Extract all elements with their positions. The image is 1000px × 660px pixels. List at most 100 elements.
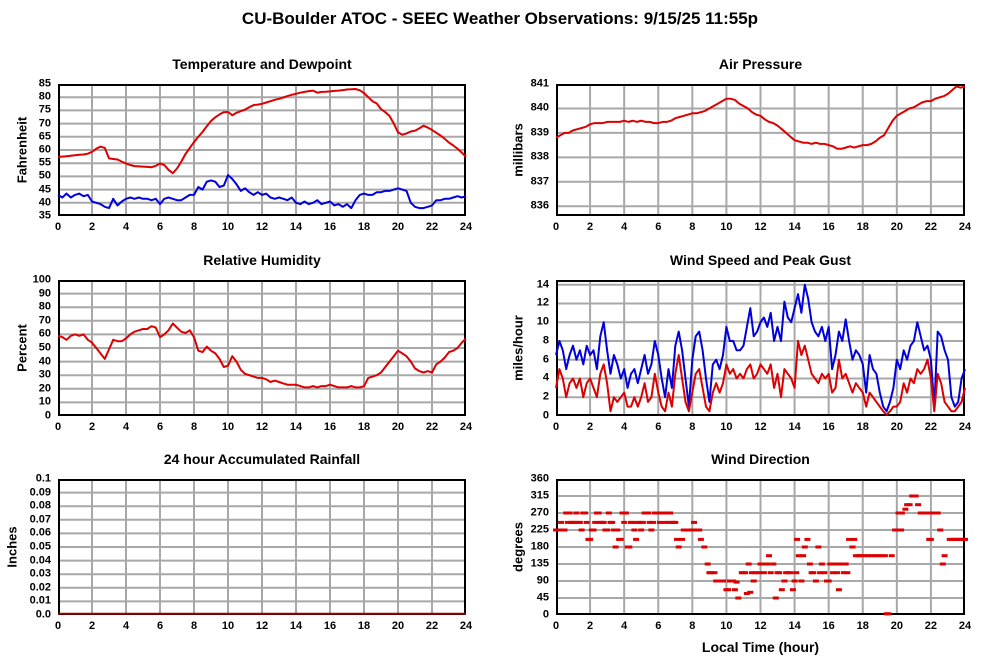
peak-gust-series	[555, 283, 966, 413]
y-tick-label: 0.0	[35, 608, 51, 621]
y-axis-label: degrees	[510, 522, 526, 572]
x-tick-label: 10	[221, 620, 235, 632]
plot-area	[57, 84, 467, 216]
x-tick-label: 0	[552, 221, 560, 233]
x-tick-label: 8	[190, 221, 198, 233]
y-tick-label: 0	[542, 409, 549, 422]
x-tick-label: 20	[890, 221, 903, 233]
chart-title: Wind Direction	[711, 451, 810, 467]
x-tick-label: 20	[391, 620, 405, 632]
y-axis-label: Fahrenheit	[14, 116, 30, 184]
x-tick-label: 24	[958, 421, 972, 433]
y-tick-label: 2	[542, 390, 549, 403]
y-axis-label: Percent	[14, 324, 30, 372]
plot-area	[555, 280, 966, 416]
x-tick-label: 10	[720, 221, 733, 233]
y-tick-label: 35	[38, 209, 51, 222]
y-tick-label: 40	[38, 355, 51, 368]
y-tick-label: 75	[38, 103, 51, 116]
y-tick-label: 180	[530, 540, 549, 553]
x-tick-label: 22	[924, 421, 938, 433]
x-tick-label: 16	[323, 221, 337, 233]
plot-frame	[556, 479, 965, 615]
air-pressure-series	[555, 85, 966, 150]
y-axis-label: miles/hour	[510, 315, 526, 381]
plot-frame	[556, 84, 965, 216]
x-tick-label: 18	[357, 421, 371, 433]
y-tick-label: 841	[530, 77, 549, 90]
x-tick-label: 22	[425, 221, 439, 233]
y-tick-label: 8	[542, 334, 549, 347]
x-tick-label: 14	[788, 221, 801, 233]
chart-title: Air Pressure	[718, 56, 803, 72]
x-tick-label: 12	[255, 620, 269, 632]
x-tick-label: 18	[856, 221, 869, 233]
x-tick-label: 0	[54, 421, 62, 433]
x-tick-label: 10	[720, 620, 733, 632]
x-tick-label: 8	[689, 421, 696, 433]
y-tick-label: 70	[38, 117, 51, 130]
x-tick-label: 4	[621, 221, 628, 233]
y-tick-label: 60	[38, 143, 51, 156]
x-tick-label: 4	[621, 421, 628, 433]
wind-direction-series	[553, 494, 968, 616]
y-tick-label: 65	[38, 130, 51, 143]
y-tick-label: 0.05	[29, 540, 51, 553]
x-tick-label: 8	[689, 620, 696, 632]
chart-air-pressure: Air Pressure millibars 0 2 4 6 8 10 12 14 16 18 20…	[511, 56, 972, 233]
y-tick-label: 80	[38, 90, 51, 103]
x-tick-label: 8	[689, 221, 696, 233]
y-tick-label: 90	[536, 574, 549, 587]
x-tick-label: 16	[822, 221, 835, 233]
y-tick-label: 0.07	[29, 513, 51, 526]
x-tick-label: 22	[924, 620, 938, 632]
y-tick-label: 840	[530, 101, 549, 114]
x-tick-label: 8	[190, 620, 198, 632]
x-tick-label: 0	[552, 421, 560, 433]
x-tick-label: 22	[425, 620, 439, 632]
y-tick-label: 70	[38, 314, 51, 327]
x-tick-label: 12	[255, 221, 269, 233]
y-tick-label: 315	[530, 489, 549, 502]
x-tick-label: 4	[122, 620, 130, 632]
x-tick-label: 4	[122, 421, 130, 433]
x-tick-label: 16	[323, 620, 337, 632]
y-tick-label: 55	[38, 156, 51, 169]
y-axis-label: Inches	[4, 526, 20, 568]
x-tick-label: 14	[289, 421, 303, 433]
x-tick-label: 14	[788, 421, 801, 433]
plot-frame	[58, 84, 466, 216]
x-tick-label: 14	[289, 221, 303, 233]
y-tick-label: 0.1	[35, 472, 51, 485]
x-tick-label: 6	[156, 620, 164, 632]
y-tick-label: 40	[38, 196, 51, 209]
x-tick-label: 10	[221, 421, 235, 433]
x-tick-label: 22	[425, 421, 439, 433]
chart-title: Relative Humidity	[203, 252, 321, 268]
y-tick-label: 838	[530, 150, 549, 163]
relative-humidity-series	[57, 322, 467, 389]
x-tick-label: 6	[655, 421, 662, 433]
y-tick-label: 0.06	[29, 526, 51, 539]
y-tick-label: 0.01	[29, 594, 51, 607]
y-tick-label: 90	[38, 287, 51, 300]
x-tick-label: 20	[391, 221, 405, 233]
y-axis-label: millibars	[510, 123, 526, 177]
y-tick-label: 10	[536, 315, 549, 328]
x-tick-label: 2	[587, 620, 594, 632]
x-tick-label: 0	[54, 620, 62, 632]
x-tick-label: 2	[587, 221, 594, 233]
x-tick-label: 6	[156, 421, 164, 433]
plot-area	[555, 84, 966, 216]
x-tick-label: 22	[924, 221, 938, 233]
chart-wind-direction: Wind Direction degrees Local Time (hour)…	[511, 451, 972, 655]
x-tick-label: 4	[122, 221, 130, 233]
wind-speed-series	[555, 340, 966, 416]
y-tick-label: 100	[32, 273, 51, 286]
y-tick-label: 836	[530, 199, 549, 212]
x-tick-label: 16	[822, 620, 835, 632]
chart-relative-humidity: Relative Humidity Percent 0 2 4 6 8 10 12 14 16 1…	[15, 252, 473, 433]
x-tick-label: 6	[655, 221, 662, 233]
